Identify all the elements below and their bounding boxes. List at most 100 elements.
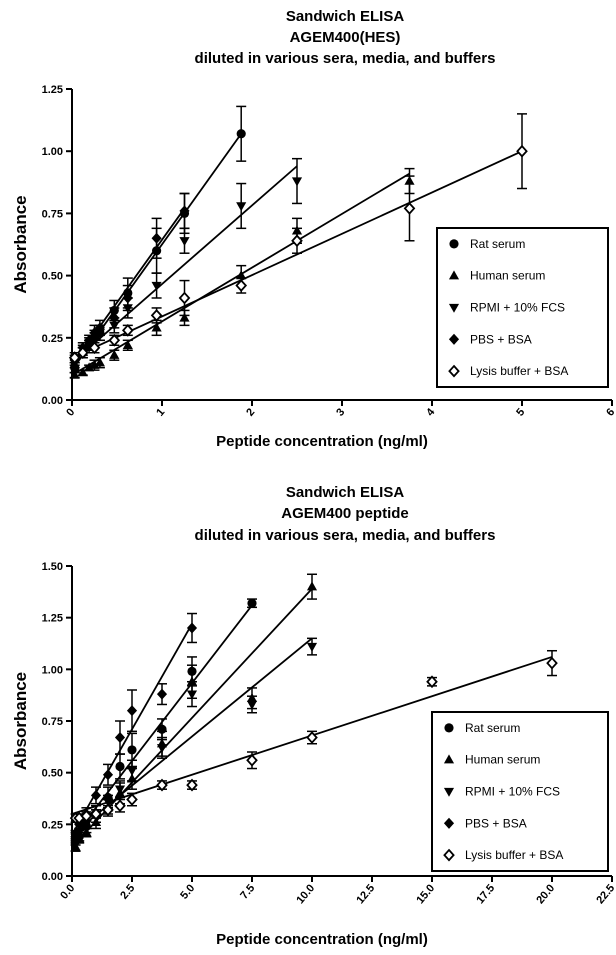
- data-point: [306, 642, 318, 652]
- data-point: [114, 785, 126, 795]
- x-tick-label: 2: [244, 406, 257, 418]
- x-tick-label: 5.0: [178, 882, 197, 901]
- legend-marker: [448, 303, 460, 313]
- y-tick-label: 1.00: [42, 146, 63, 158]
- data-point: [291, 234, 303, 248]
- y-tick-label: 1.50: [42, 561, 63, 573]
- y-tick-label: 1.00: [42, 664, 63, 676]
- data-point: [77, 367, 88, 377]
- data-point: [76, 346, 89, 360]
- legend-label: Human serum: [470, 269, 545, 283]
- chart-title-line: diluted in various sera, media, and buff…: [195, 527, 496, 544]
- data-point: [186, 622, 198, 634]
- legend-label: RPMI + 10% FCS: [470, 301, 565, 315]
- legend-label: PBS + BSA: [470, 332, 532, 346]
- chart-2: Sandwich ELISA AGEM400 peptide diluted in …: [11, 484, 616, 948]
- y-tick-label: 0.75: [42, 208, 63, 220]
- chart-title-line: diluted in various sera, media, and buff…: [195, 50, 496, 67]
- legend-marker: [444, 723, 454, 733]
- data-point: [247, 598, 257, 608]
- data-point: [236, 202, 247, 212]
- data-point: [102, 769, 114, 781]
- data-point: [151, 281, 162, 291]
- chart-title-line: AGEM400(HES): [290, 29, 401, 46]
- data-point: [306, 581, 318, 591]
- data-point: [89, 359, 100, 369]
- data-point: [90, 807, 102, 821]
- legend-box: [436, 227, 609, 388]
- data-point: [114, 799, 126, 813]
- data-point: [84, 362, 95, 372]
- y-tick-label: 1.25: [42, 84, 63, 96]
- data-point: [126, 793, 138, 806]
- data-point: [156, 688, 168, 700]
- data-point: [126, 705, 138, 717]
- legend-marker: [443, 754, 455, 764]
- y-tick-label: 1.25: [42, 613, 63, 625]
- data-point: [306, 731, 318, 744]
- series-4: [69, 192, 190, 366]
- data-point: [88, 341, 101, 355]
- data-point: [291, 177, 303, 187]
- data-point: [122, 292, 133, 304]
- data-point: [70, 841, 81, 851]
- legend-marker: [443, 787, 455, 797]
- data-point: [546, 656, 558, 670]
- series-3: [69, 157, 303, 369]
- data-point: [235, 279, 248, 292]
- legend-marker: [448, 270, 460, 280]
- y-tick-label: 0.50: [42, 271, 63, 283]
- legend-label: Human serum: [465, 753, 540, 767]
- data-point: [108, 333, 121, 347]
- legend-label: Lysis buffer + BSA: [470, 364, 568, 378]
- data-point: [80, 809, 93, 823]
- data-point: [151, 322, 162, 332]
- x-tick-label: 20.0: [534, 882, 557, 906]
- x-axis-label: Peptide concentration (ng/ml): [216, 931, 428, 948]
- fit-line: [71, 165, 298, 364]
- x-tick-label: 0: [64, 406, 77, 418]
- data-point: [178, 291, 191, 305]
- legend-box: [431, 711, 609, 872]
- legend-marker: [449, 239, 459, 249]
- x-tick-label: 15.0: [414, 882, 437, 906]
- data-point: [516, 144, 528, 158]
- data-point: [121, 323, 134, 337]
- y-tick-label: 0.00: [42, 395, 63, 407]
- legend-label: Lysis buffer + BSA: [465, 848, 563, 862]
- data-point: [126, 766, 138, 776]
- chart-title-line: Sandwich ELISA: [286, 484, 405, 501]
- data-point: [68, 351, 81, 365]
- x-tick-label: 7.5: [238, 882, 257, 901]
- series-5: [68, 113, 528, 365]
- data-point: [94, 322, 105, 334]
- data-point: [102, 803, 114, 817]
- x-axis-label: Peptide concentration (ng/ml): [216, 433, 428, 450]
- data-point: [122, 339, 133, 349]
- x-tick-label: 1: [154, 406, 167, 418]
- data-point: [81, 827, 92, 837]
- y-tick-label: 0.25: [42, 819, 63, 831]
- x-tick-label: 3: [334, 406, 347, 418]
- legend-marker: [443, 817, 455, 829]
- data-point: [150, 309, 163, 322]
- data-point: [186, 690, 198, 700]
- data-point: [186, 778, 198, 792]
- chart-title-line: AGEM400 peptide: [281, 505, 409, 522]
- data-point: [94, 357, 105, 367]
- y-tick-label: 0.75: [42, 716, 63, 728]
- data-point: [114, 732, 126, 744]
- y-tick-label: 0.50: [42, 768, 63, 780]
- data-point: [403, 202, 416, 215]
- x-tick-label: 6: [604, 406, 616, 418]
- series-4: [70, 612, 198, 841]
- data-point: [179, 312, 190, 322]
- series-1: [70, 598, 257, 846]
- y-axis-label: Absorbance: [11, 195, 30, 293]
- legend-marker: [443, 848, 455, 862]
- y-tick-label: 0.25: [42, 333, 63, 345]
- data-point: [109, 312, 120, 324]
- legend-label: Rat serum: [465, 721, 520, 735]
- chart-title-line: Sandwich ELISA: [286, 8, 405, 25]
